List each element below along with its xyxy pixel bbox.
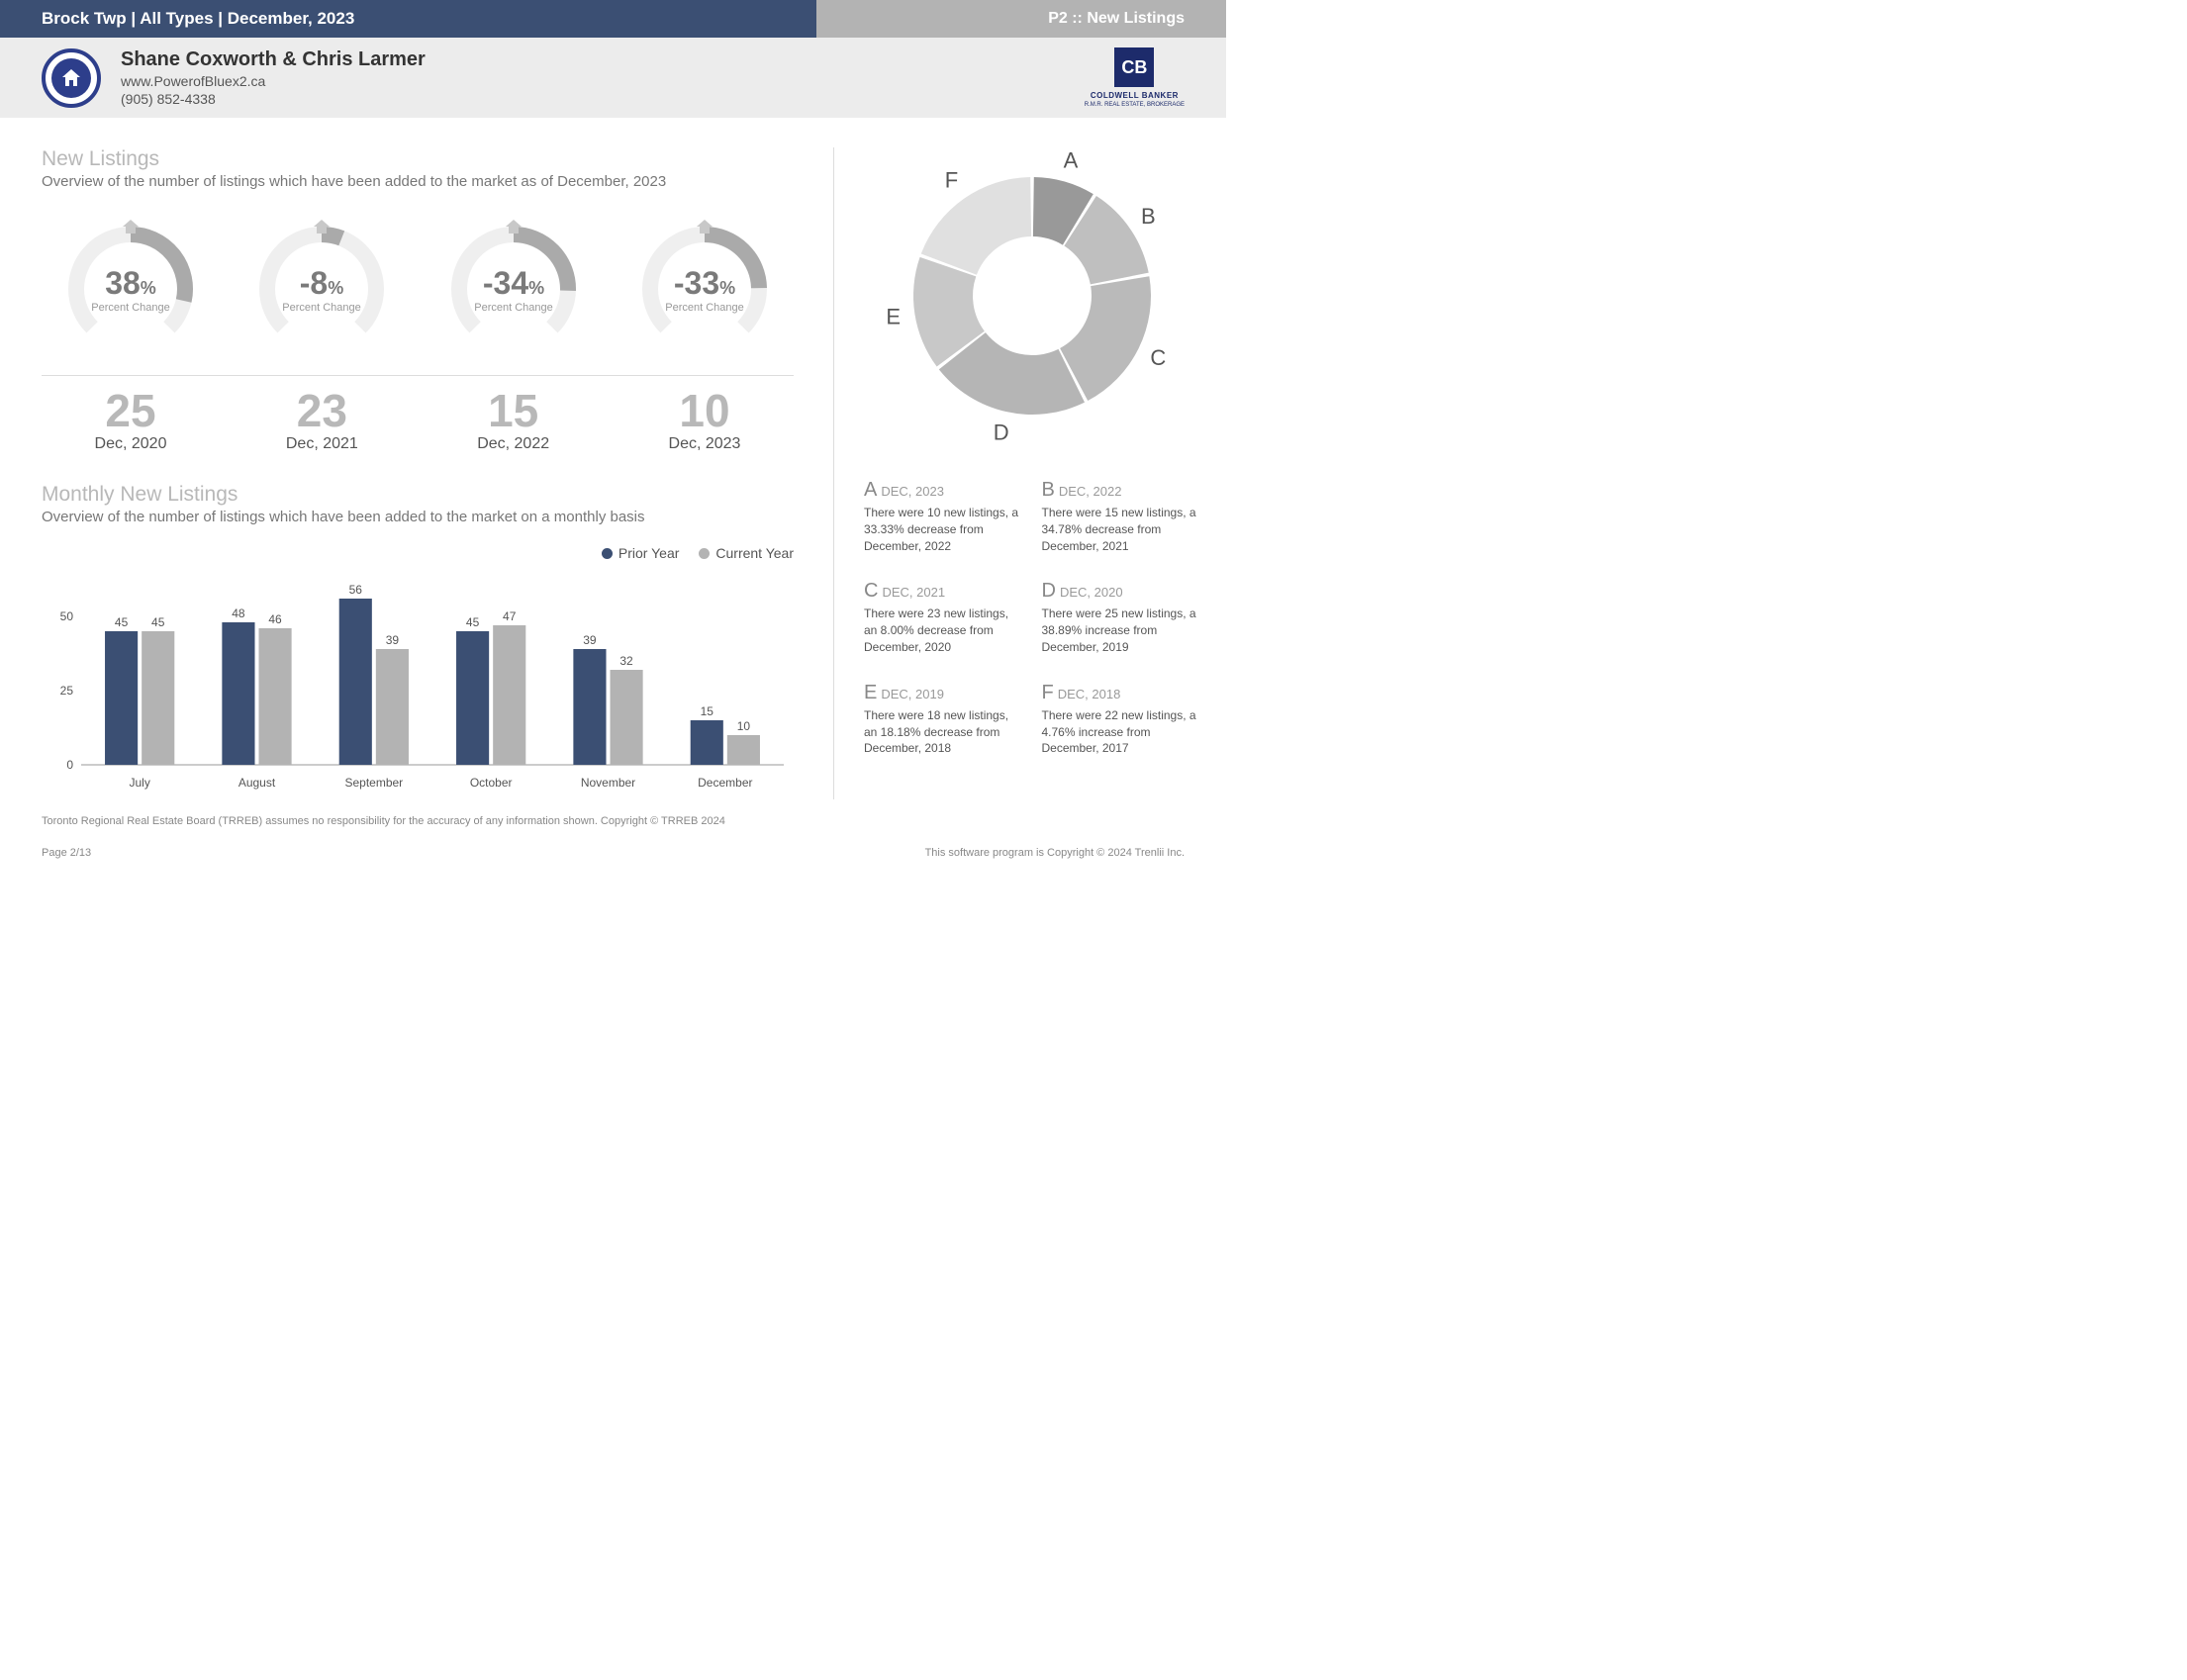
svg-text:45: 45 <box>466 615 480 629</box>
legend-item: Current Year <box>699 545 794 561</box>
svg-text:-33%: -33% <box>674 265 735 301</box>
svg-text:July: July <box>129 776 149 790</box>
svg-text:48: 48 <box>232 607 245 620</box>
svg-text:Percent Change: Percent Change <box>474 302 553 314</box>
donut-legend: ADEC, 2023There were 10 new listings, a … <box>864 479 1199 757</box>
year-number: 23Dec, 2021 <box>233 388 411 453</box>
svg-text:December: December <box>698 776 752 790</box>
section-title-2: Monthly New Listings <box>42 483 794 507</box>
page-number: Page 2/13 <box>42 847 91 859</box>
svg-text:47: 47 <box>503 609 517 623</box>
year-number: 25Dec, 2020 <box>42 388 220 453</box>
year-number: 10Dec, 2023 <box>616 388 794 453</box>
svg-text:C: C <box>1150 345 1166 370</box>
agent-url: www.PowerofBluex2.ca <box>121 73 1065 89</box>
section-subtitle-2: Overview of the number of listings which… <box>42 509 794 525</box>
brand-logo: CB COLDWELL BANKER R.M.R. REAL ESTATE, B… <box>1085 47 1185 108</box>
house-icon <box>59 66 83 90</box>
footer: Toronto Regional Real Estate Board (TRRE… <box>0 809 1226 879</box>
chart-legend: Prior Year Current Year <box>42 545 794 561</box>
svg-text:45: 45 <box>151 615 165 629</box>
agent-name: Shane Coxworth & Chris Larmer <box>121 48 1065 71</box>
svg-text:39: 39 <box>386 633 400 647</box>
donut-legend-item: EDEC, 2019There were 18 new listings, an… <box>864 682 1022 757</box>
disclaimer: Toronto Regional Real Estate Board (TRRE… <box>42 815 1185 827</box>
donut-legend-item: FDEC, 2018There were 22 new listings, a … <box>1042 682 1200 757</box>
gauge: 38% Percent Change <box>42 210 220 363</box>
donut-chart: A B C D E F <box>864 147 1200 444</box>
legend-item: Prior Year <box>602 545 679 561</box>
svg-text:F: F <box>945 168 958 193</box>
gauge: -33% Percent Change <box>616 210 794 363</box>
svg-text:15: 15 <box>701 704 714 718</box>
svg-text:-34%: -34% <box>483 265 544 301</box>
section-subtitle: Overview of the number of listings which… <box>42 173 794 190</box>
svg-text:Percent Change: Percent Change <box>665 302 744 314</box>
donut-legend-item: ADEC, 2023There were 10 new listings, a … <box>864 479 1022 554</box>
copyright: This software program is Copyright © 202… <box>925 847 1185 859</box>
gauge-row: 38% Percent Change -8% Percent Change -3… <box>42 210 794 363</box>
svg-text:November: November <box>581 776 635 790</box>
gauge: -8% Percent Change <box>233 210 411 363</box>
breadcrumb: Brock Twp | All Types | December, 2023 <box>0 0 816 38</box>
svg-text:Percent Change: Percent Change <box>91 302 170 314</box>
bar-chart: 0 25 50 45 45 July 48 46 August 56 39 September 45 47… <box>42 567 794 794</box>
top-bar: Brock Twp | All Types | December, 2023 P… <box>0 0 1226 38</box>
svg-text:September: September <box>344 776 403 790</box>
donut-legend-item: BDEC, 2022There were 15 new listings, a … <box>1042 479 1200 554</box>
svg-text:E: E <box>886 305 901 329</box>
svg-text:56: 56 <box>349 583 363 597</box>
page-indicator: P2 :: New Listings <box>816 0 1226 38</box>
svg-text:0: 0 <box>66 758 73 772</box>
gauge: -34% Percent Change <box>425 210 603 363</box>
svg-text:45: 45 <box>115 615 129 629</box>
svg-text:October: October <box>470 776 513 790</box>
svg-text:August: August <box>238 776 276 790</box>
year-number: 15Dec, 2022 <box>425 388 603 453</box>
svg-text:A: A <box>1064 147 1079 172</box>
svg-text:38%: 38% <box>105 265 156 301</box>
agent-info: Shane Coxworth & Chris Larmer www.Powero… <box>121 48 1065 107</box>
svg-text:39: 39 <box>583 633 597 647</box>
svg-text:Percent Change: Percent Change <box>283 302 362 314</box>
agent-logo <box>42 48 101 108</box>
number-row: 25Dec, 202023Dec, 202115Dec, 202210Dec, … <box>42 388 794 453</box>
agent-bar: Shane Coxworth & Chris Larmer www.Powero… <box>0 38 1226 118</box>
svg-text:D: D <box>994 420 1009 444</box>
donut-legend-item: DDEC, 2020There were 25 new listings, a … <box>1042 580 1200 655</box>
svg-text:B: B <box>1141 204 1156 229</box>
svg-text:46: 46 <box>268 612 282 626</box>
svg-text:50: 50 <box>60 609 74 623</box>
svg-text:25: 25 <box>60 684 74 698</box>
section-title: New Listings <box>42 147 794 171</box>
donut-legend-item: CDEC, 2021There were 23 new listings, an… <box>864 580 1022 655</box>
svg-text:-8%: -8% <box>300 265 343 301</box>
agent-phone: (905) 852-4338 <box>121 91 1065 107</box>
svg-text:32: 32 <box>619 654 633 668</box>
svg-text:10: 10 <box>737 719 751 733</box>
